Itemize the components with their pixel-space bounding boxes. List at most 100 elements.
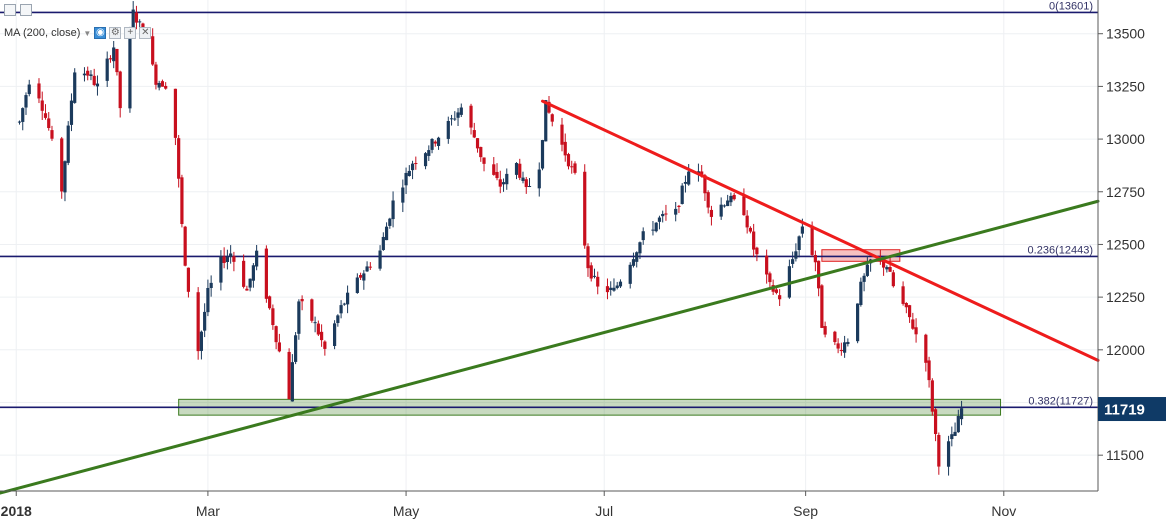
candle-up <box>946 441 951 467</box>
y-tick-label: 13000 <box>1106 131 1145 147</box>
candle-up <box>885 267 889 270</box>
chevron-down-icon[interactable]: ▼ <box>83 28 92 38</box>
candle-down <box>164 85 168 89</box>
candle-down <box>547 101 551 113</box>
collapse-icon[interactable] <box>20 4 32 16</box>
candle-down <box>368 266 372 268</box>
y-tick-label: 12000 <box>1106 342 1145 358</box>
candle-up <box>674 208 678 215</box>
trendlines[interactable] <box>0 99 1100 495</box>
candle-down <box>583 171 587 246</box>
x-tick-label: Mar <box>196 503 220 519</box>
candle-up <box>157 83 161 88</box>
candle-down <box>774 289 778 293</box>
candle-down <box>86 70 90 76</box>
candle-down <box>310 299 314 321</box>
candle-down <box>748 227 753 232</box>
close-icon[interactable]: ✕ <box>139 27 152 39</box>
candle-up <box>251 265 255 281</box>
plus-icon[interactable]: + <box>124 27 137 39</box>
candle-down <box>573 163 577 173</box>
x-tick-label: 2018 <box>1 503 32 519</box>
candle-up <box>384 226 389 241</box>
candle-up <box>95 83 100 87</box>
indicator-label[interactable]: MA (200, close) <box>4 27 81 39</box>
candle-up <box>856 303 860 342</box>
candle-down <box>274 326 278 343</box>
candle-down <box>358 275 363 278</box>
candle-down <box>472 130 476 138</box>
candle-up <box>654 222 658 232</box>
candle-down <box>475 138 480 149</box>
candle-up <box>950 434 954 440</box>
trendline-support[interactable] <box>0 199 1100 495</box>
candle-up <box>355 277 359 293</box>
candle-down <box>108 58 113 60</box>
candle-down <box>560 124 564 145</box>
candle-down <box>677 205 681 207</box>
time-axis[interactable]: 2018 Mar May Jul Sep Nov <box>1 491 1017 519</box>
candle-up <box>290 362 294 402</box>
candle-up <box>410 163 415 171</box>
plot-background <box>0 0 1098 491</box>
candle-up <box>219 256 223 283</box>
candle-down <box>180 177 184 225</box>
fibonacci-levels: 0(13601) 0.236(12443) 0.382(11727) <box>0 0 1098 409</box>
candle-up <box>362 273 366 281</box>
candle-down <box>186 267 191 292</box>
candle-up <box>729 195 733 203</box>
candle-down <box>414 163 418 165</box>
candle-up <box>345 292 350 305</box>
candle-up <box>657 217 662 222</box>
candle-down <box>245 288 249 291</box>
current-price-tag <box>1098 397 1166 422</box>
candle-down <box>479 146 483 158</box>
candle-down <box>586 246 590 269</box>
candle-down <box>901 286 905 304</box>
candle-down <box>589 265 593 279</box>
eye-icon[interactable]: ◉ <box>94 27 107 39</box>
candle-up <box>297 301 301 334</box>
candle-up <box>859 281 863 305</box>
candle-up <box>797 236 801 251</box>
candle-up <box>618 281 623 287</box>
trendline-resistance[interactable] <box>541 99 1100 362</box>
candle-up <box>21 108 25 122</box>
candle-down <box>115 48 119 73</box>
candle-down <box>37 83 41 99</box>
candle-down <box>268 296 272 309</box>
candle-down <box>50 130 54 139</box>
candle-up <box>719 204 723 217</box>
current-price-badge: 11719 <box>1098 397 1166 422</box>
candle-up <box>631 259 636 266</box>
minimize-icon[interactable] <box>4 4 16 16</box>
candle-up <box>514 162 519 175</box>
candle-up <box>609 287 613 291</box>
candle-up <box>203 311 207 331</box>
candle-up <box>615 285 619 288</box>
candle-up <box>651 229 655 231</box>
candle-down <box>888 267 892 272</box>
y-tick-label: 11500 <box>1106 447 1144 463</box>
gear-icon[interactable]: ⚙ <box>109 27 122 39</box>
candle-up <box>206 287 210 313</box>
candle-up <box>800 226 804 234</box>
candle-up <box>680 185 684 204</box>
candle-up <box>407 170 411 177</box>
candle-down <box>43 113 48 118</box>
candle-up <box>959 408 964 420</box>
candle-down <box>732 194 736 200</box>
indicator-legend: MA (200, close) ▼ ◉ ⚙ + ✕ <box>4 27 152 39</box>
candle-down <box>277 342 281 352</box>
candle-down <box>160 81 165 87</box>
candle-down <box>570 166 574 168</box>
candle-up <box>199 331 204 351</box>
candle-up <box>89 74 93 76</box>
candle-up <box>378 250 382 269</box>
candle-down <box>813 255 817 263</box>
candle-up <box>82 73 87 76</box>
candle-down <box>914 327 918 335</box>
candle-up <box>592 275 597 277</box>
candle-down <box>154 64 158 85</box>
